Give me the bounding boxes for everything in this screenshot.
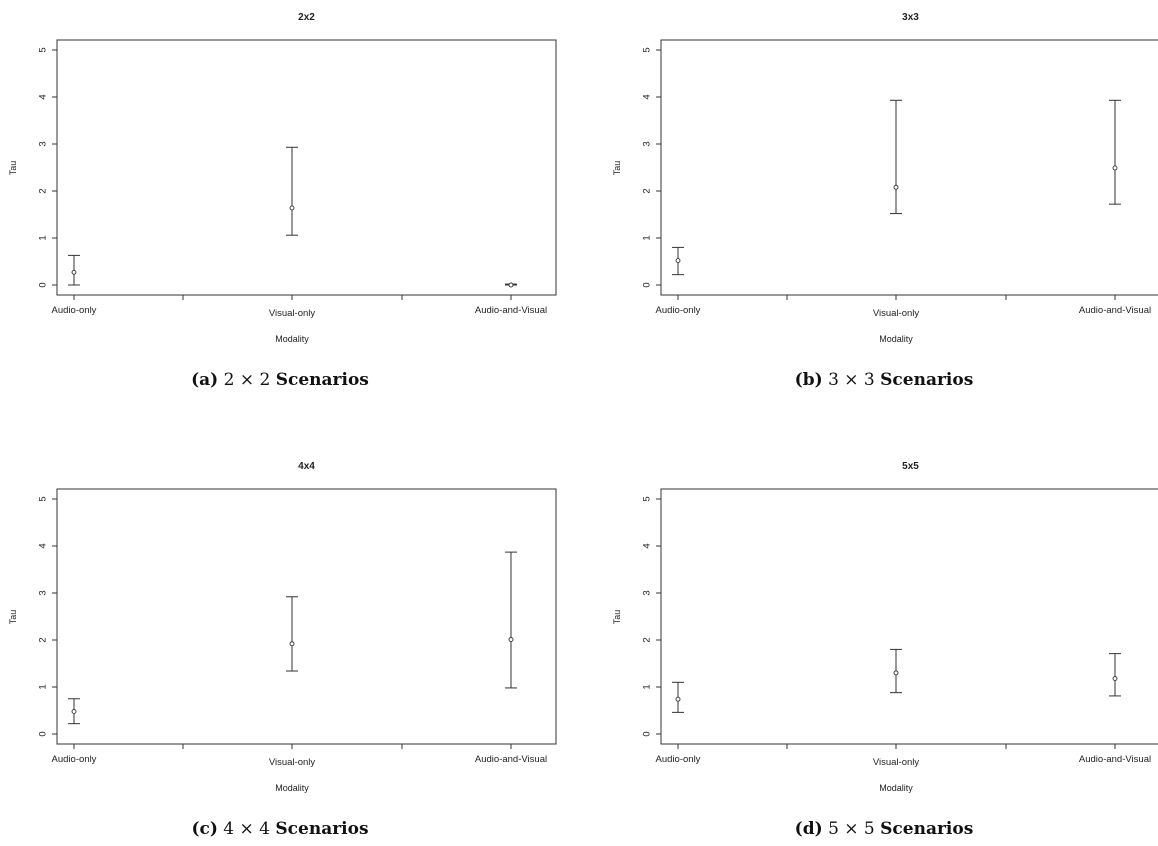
data-point: [71, 269, 77, 275]
y-tick-label: 2: [642, 188, 653, 193]
x-tick-label: Visual-only: [269, 308, 316, 319]
y-tick-label: 2: [38, 637, 49, 642]
x-tick-label: Audio-only: [656, 754, 701, 765]
data-point: [893, 670, 899, 676]
x-tick-label: Visual-only: [269, 757, 316, 768]
x-tick-label: Audio-and-Visual: [1079, 754, 1151, 765]
chart-title: 3x3: [902, 12, 919, 23]
data-point: [1112, 165, 1118, 171]
x-tick-label: Audio-and-Visual: [475, 754, 547, 765]
x-tick-label: Audio-and-Visual: [475, 305, 547, 316]
plot-frame: [660, 488, 1158, 745]
chart-panel-b: 3x3 0 1 2 3 4 5 Audio-only Visual-only Audio-and-…: [604, 0, 1158, 390]
chart-panel-d: 5x5 0 1 2 3 4 5 Audio-only Visual-only Audio-and-…: [604, 449, 1158, 839]
y-tick-label: 1: [38, 684, 49, 689]
x-tick-label: Visual-only: [873, 308, 920, 319]
chart-title: 4x4: [298, 461, 315, 472]
data-point: [675, 258, 681, 264]
y-tick-label: 0: [38, 282, 49, 287]
chart-panel-c: 4x4 0 1 2 3 4 5 Audio-only Visual-only Audio-and-…: [0, 449, 560, 839]
y-tick-label: 4: [642, 543, 653, 548]
y-tick-label: 5: [642, 47, 653, 52]
y-tick-label: 1: [642, 684, 653, 689]
x-tick-label: Visual-only: [873, 757, 920, 768]
chart-svg: 4x4 0 1 2 3 4 5 Audio-only Visual-only Audio-and-…: [8, 461, 557, 793]
chart-title: 5x5: [902, 461, 919, 472]
x-tick-label: Audio-only: [52, 305, 97, 316]
y-tick-label: 4: [38, 94, 49, 99]
y-tick-label: 5: [642, 496, 653, 501]
caption-tag: (c): [191, 819, 218, 839]
x-axis-label: Modality: [275, 783, 309, 793]
y-axis-label: Tau: [8, 610, 18, 625]
caption-dims: 3 × 3: [828, 370, 875, 390]
data-point: [508, 282, 514, 288]
caption-tag: (d): [794, 819, 823, 839]
y-tick-label: 0: [38, 731, 49, 736]
plot-frame: [56, 39, 557, 296]
data-point: [71, 708, 77, 714]
plot-frame: [56, 488, 557, 745]
y-tick-label: 1: [642, 235, 653, 240]
caption-tag: (b): [794, 370, 823, 390]
data-point: [289, 205, 295, 211]
data-point: [675, 696, 681, 702]
data-point: [893, 184, 899, 190]
y-tick-label: 0: [642, 282, 653, 287]
y-tick-label: 1: [38, 235, 49, 240]
x-axis-label: Modality: [879, 783, 913, 793]
y-axis-label: Tau: [612, 161, 622, 176]
y-axis-label: Tau: [612, 610, 622, 625]
y-tick-label: 2: [642, 637, 653, 642]
caption: (c) 4 × 4 Scenarios: [0, 819, 560, 839]
x-axis-label: Modality: [879, 334, 913, 344]
chart-svg: 5x5 0 1 2 3 4 5 Audio-only Visual-only Audio-and-…: [612, 461, 1158, 793]
data-point: [508, 637, 514, 642]
caption-word: Scenarios: [880, 819, 974, 839]
caption-word: Scenarios: [275, 819, 369, 839]
y-tick-label: 2: [38, 188, 49, 193]
y-tick-label: 4: [38, 543, 49, 548]
caption: (a) 2 × 2 Scenarios: [0, 370, 560, 390]
x-tick-label: Audio-and-Visual: [1079, 305, 1151, 316]
y-tick-label: 0: [642, 731, 653, 736]
y-tick-label: 4: [642, 94, 653, 99]
caption: (d) 5 × 5 Scenarios: [604, 819, 1158, 839]
chart-svg: 3x3 0 1 2 3 4 5 Audio-only Visual-only Audio-and-…: [612, 12, 1158, 344]
caption-dims: 5 × 5: [828, 819, 875, 839]
caption-word: Scenarios: [880, 370, 974, 390]
chart-svg: 2x2 0 1 2 3 4 5 Audio-only Visual-only Audio-and-…: [8, 12, 557, 344]
caption: (b) 3 × 3 Scenarios: [604, 370, 1158, 390]
x-tick-label: Audio-only: [656, 305, 701, 316]
y-tick-label: 3: [642, 590, 653, 595]
x-tick-label: Audio-only: [52, 754, 97, 765]
chart-panel-a: 2x2 0 1 2 3 4 5 Audio-only Visual-only Audio-and-…: [0, 0, 560, 390]
y-tick-label: 5: [38, 496, 49, 501]
y-tick-label: 3: [642, 141, 653, 146]
y-tick-label: 5: [38, 47, 49, 52]
caption-word: Scenarios: [275, 370, 369, 390]
data-point: [1112, 676, 1118, 681]
x-axis-label: Modality: [275, 334, 309, 344]
chart-title: 2x2: [298, 12, 315, 23]
caption-tag: (a): [191, 370, 219, 390]
y-tick-label: 3: [38, 590, 49, 595]
y-axis-label: Tau: [8, 161, 18, 176]
data-point: [289, 641, 295, 647]
caption-dims: 2 × 2: [223, 370, 271, 390]
plot-frame: [660, 39, 1158, 296]
y-tick-label: 3: [38, 141, 49, 146]
caption-dims: 4 × 4: [223, 819, 270, 839]
